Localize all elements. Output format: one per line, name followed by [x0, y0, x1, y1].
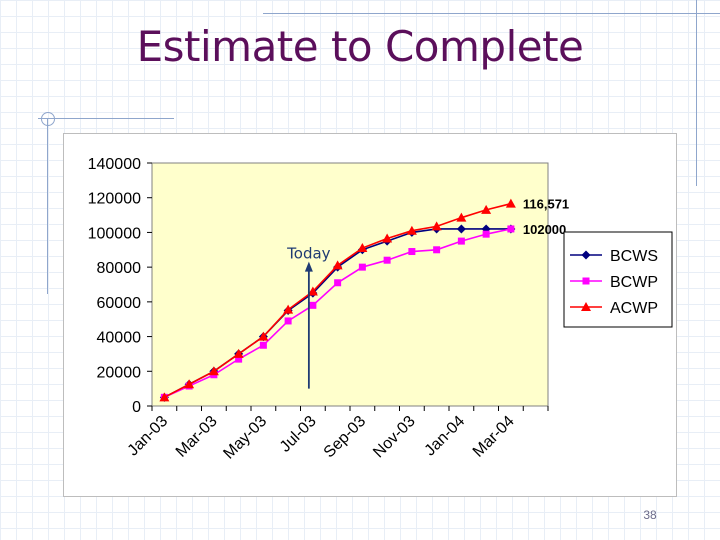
data-point-bcwp	[433, 246, 441, 254]
data-point-acwp	[406, 225, 417, 235]
data-point-bcwp	[383, 256, 391, 264]
decorative-line	[696, 0, 697, 186]
legend-marker-acwp	[581, 302, 591, 311]
data-point-acwp	[159, 392, 170, 402]
data-point-bcws	[481, 224, 491, 234]
legend-marker-bcwp	[582, 277, 590, 285]
plot-area	[151, 162, 549, 407]
x-tick-label: Jul-03	[277, 413, 320, 456]
data-point-bcwp	[507, 225, 515, 233]
data-point-acwp	[456, 212, 467, 222]
chart-frame: 0 20000 40000 60000 80000 100000 120000 140000 J…	[63, 133, 677, 497]
y-tick-label: 60000	[97, 295, 142, 312]
x-tick-label: Nov-03	[370, 413, 419, 462]
end-value-label: 102000	[523, 222, 566, 237]
line-chart: 0 20000 40000 60000 80000 100000 120000 140000 J…	[88, 156, 673, 463]
data-point-acwp	[208, 366, 219, 376]
data-point-bcwp	[259, 341, 267, 349]
data-point-acwp	[332, 260, 343, 270]
data-point-acwp	[307, 286, 318, 296]
y-tick-label: 100000	[88, 225, 141, 242]
data-point-acwp	[481, 204, 492, 214]
legend-box	[563, 231, 673, 328]
y-tick-label: 120000	[88, 191, 141, 208]
data-point-acwp	[283, 304, 294, 314]
data-point-bcwp	[408, 248, 416, 256]
data-point-acwp	[505, 198, 516, 208]
decorative-line	[47, 118, 48, 294]
slide-title: Estimate to Complete	[136, 22, 584, 71]
data-point-acwp	[382, 233, 393, 243]
x-tick-label: Sep-03	[321, 413, 370, 462]
data-point-bcwp	[334, 279, 342, 287]
legend-label-acwp: ACWP	[610, 300, 658, 317]
legend-label-bcws: BCWS	[610, 248, 658, 265]
decorative-line	[38, 118, 174, 119]
y-tick-label: 40000	[97, 330, 142, 347]
y-tick-label: 80000	[97, 260, 142, 277]
x-tick-label: Jan-04	[422, 413, 469, 460]
slide-number: 38	[643, 508, 657, 522]
data-point-acwp	[431, 221, 442, 231]
data-point-bcwp	[482, 230, 490, 238]
x-tick-label: May-03	[220, 413, 270, 463]
data-point-acwp	[233, 348, 244, 358]
x-tick-label: Mar-03	[173, 413, 221, 461]
y-tick-label: 140000	[88, 156, 141, 173]
y-tick-label: 0	[132, 399, 141, 416]
data-point-bcws	[456, 224, 466, 234]
data-point-acwp	[357, 243, 368, 253]
x-tick-label: Jan-03	[125, 413, 172, 460]
x-tick-label: Mar-04	[470, 413, 518, 461]
data-point-bcwp	[457, 237, 465, 245]
decorative-line	[263, 13, 720, 14]
data-point-bcwp	[309, 301, 317, 309]
data-point-acwp	[258, 331, 269, 341]
legend-label-bcwp: BCWP	[610, 274, 658, 291]
end-value-label: 116,571	[523, 197, 569, 212]
data-point-acwp	[184, 379, 195, 389]
data-point-bcwp	[235, 355, 243, 363]
today-label: Today	[286, 245, 331, 263]
today-arrow-head	[304, 261, 313, 272]
legend-marker-bcws	[581, 250, 591, 260]
data-point-bcwp	[358, 263, 366, 271]
data-point-bcwp	[284, 317, 292, 325]
decorative-circle	[41, 112, 55, 126]
y-tick-label: 20000	[97, 364, 142, 381]
